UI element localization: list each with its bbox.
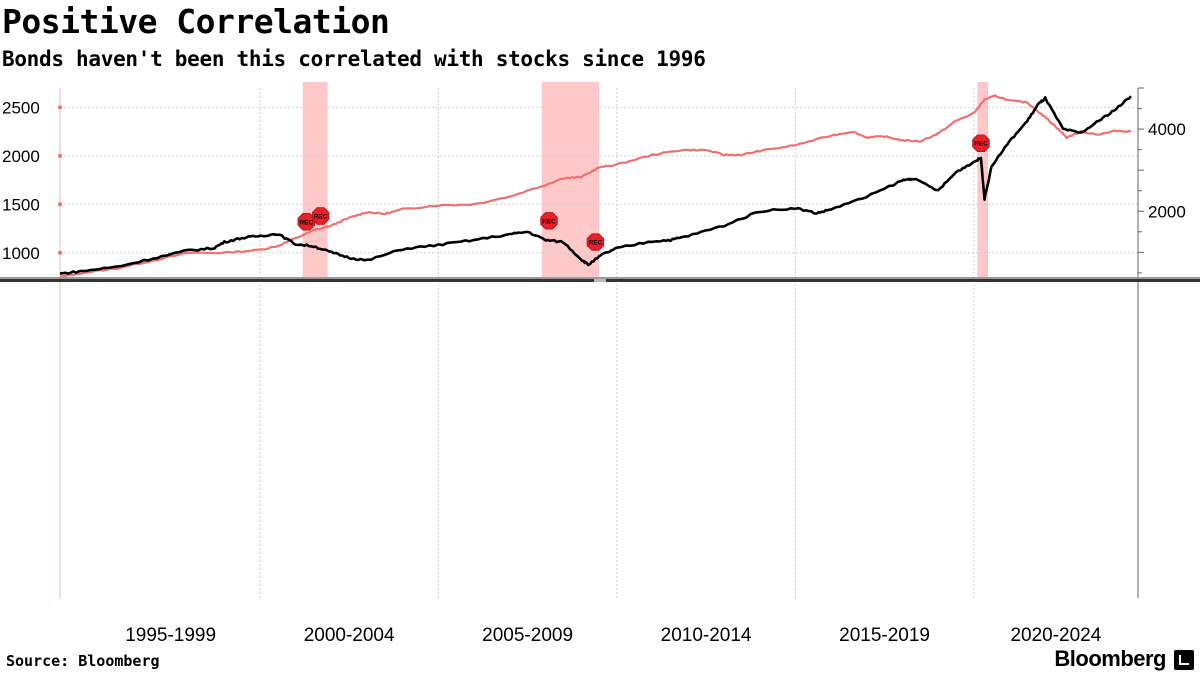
x-axis: 1995-1999 2000-2004 2005-2009 2010-2014 2015… xyxy=(125,625,1102,646)
left-tick-label: 2500 xyxy=(2,98,40,117)
recession-marker-2[interactable] xyxy=(540,212,558,230)
x-tick-label: 1995-1999 xyxy=(125,625,216,646)
left-tick-label: 1500 xyxy=(2,195,40,214)
x-tick-label: 2010-2014 xyxy=(661,625,752,646)
recession-marker-label: REC xyxy=(299,219,313,226)
left-axis: 1000 1500 2000 2500 xyxy=(2,98,62,263)
left-tick-mark xyxy=(58,105,62,110)
recession-marker-label: REC xyxy=(542,218,556,225)
recession-marker-label: REC xyxy=(589,240,603,247)
chart-title: Positive Correlation xyxy=(2,2,390,41)
chart-subtitle: Bonds haven't been this correlated with … xyxy=(2,47,706,71)
x-tick-label: 2005-2009 xyxy=(482,625,573,646)
recession-marker-3[interactable] xyxy=(586,233,605,251)
recession-marker-label: REC xyxy=(314,213,328,220)
left-tick-mark xyxy=(58,153,62,158)
left-tick-label: 1000 xyxy=(2,244,40,263)
recession-marker-1[interactable] xyxy=(311,207,330,225)
panel-divider[interactable] xyxy=(0,277,1200,282)
recession-marker-4[interactable] xyxy=(972,134,990,153)
x-tick-label: 2000-2004 xyxy=(304,625,395,646)
left-tick-mark xyxy=(58,250,62,255)
x-tick-label: 2020-2024 xyxy=(1010,625,1101,646)
series-line-0 xyxy=(59,94,1132,279)
recession-marker-label: REC xyxy=(974,141,988,148)
right-tick-label: 2000 xyxy=(1148,202,1186,221)
brand-logo: Bloomberg xyxy=(1054,646,1166,671)
right-tick-label: 4000 xyxy=(1148,120,1186,139)
grid-lines xyxy=(59,88,1138,598)
series-lines xyxy=(59,94,1132,279)
left-tick-mark xyxy=(58,202,62,207)
divider-top-edge xyxy=(0,277,1200,279)
series-line-1 xyxy=(59,95,1132,275)
source-note: Source: Bloomberg xyxy=(6,652,160,670)
right-axis: 2000 4000 xyxy=(1137,87,1186,598)
bloomberg-terminal-icon xyxy=(1174,650,1194,670)
left-tick-label: 2000 xyxy=(2,147,40,166)
divider-grip-icon[interactable] xyxy=(594,279,606,282)
x-tick-label: 2015-2019 xyxy=(839,625,930,646)
